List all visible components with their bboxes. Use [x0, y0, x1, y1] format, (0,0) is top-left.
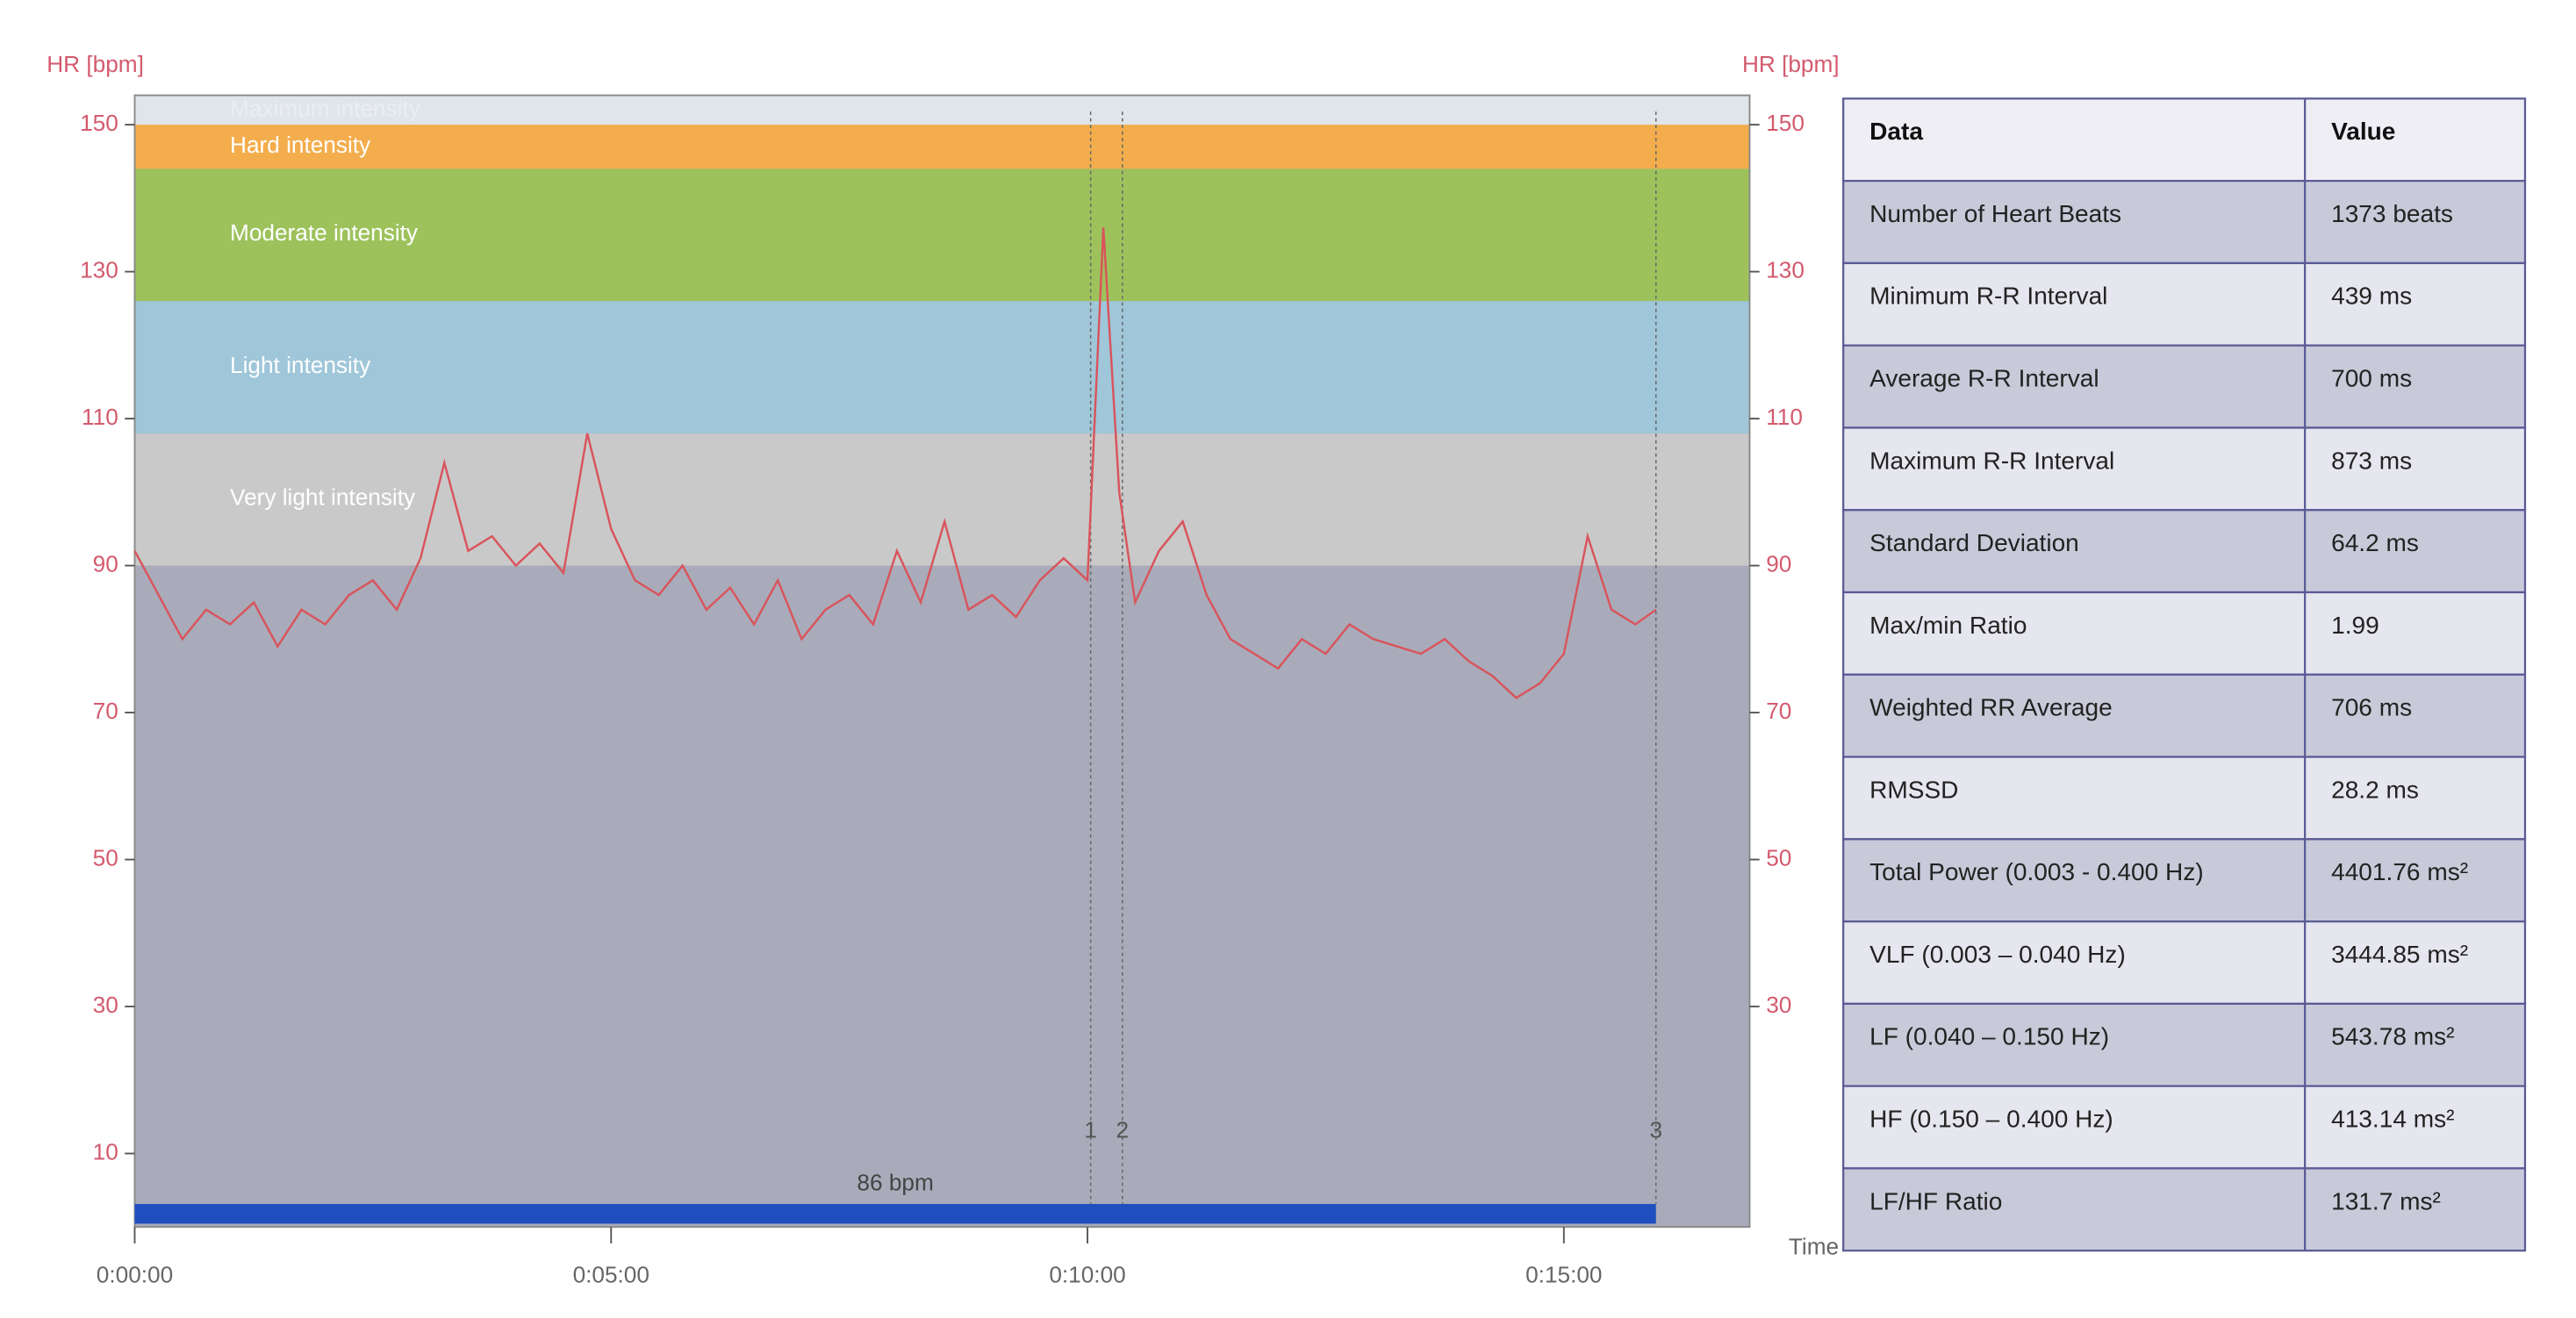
- summary-bar: [134, 1204, 1656, 1224]
- table-cell: Maximum R-R Interval: [1869, 447, 2114, 474]
- y2-tick-label: 70: [1766, 698, 1791, 724]
- table-cell: Weighted RR Average: [1869, 694, 2113, 721]
- table-cell: LF (0.040 – 0.150 Hz): [1869, 1023, 2109, 1050]
- table-row: [1842, 673, 2527, 758]
- y-tick-label: 30: [93, 992, 118, 1018]
- table-cell: 706 ms: [2331, 694, 2412, 721]
- zone: [134, 125, 1750, 169]
- table-row: [1842, 179, 2527, 265]
- y-tick-label: 90: [93, 550, 118, 577]
- table-row: [1842, 509, 2527, 594]
- y2-tick-label: 50: [1766, 844, 1791, 870]
- table-cell: 543.78 ms²: [2331, 1023, 2454, 1050]
- zone-label: Hard intensity: [230, 132, 371, 158]
- zone: [134, 95, 1750, 125]
- y2-axis-label: HR [bpm]: [1742, 51, 1840, 77]
- hr-line: [133, 227, 1657, 699]
- table-cell: Number of Heart Beats: [1869, 200, 2121, 227]
- table-cell: Max/min Ratio: [1869, 612, 2027, 639]
- table-cell: Minimum R-R Interval: [1869, 283, 2107, 310]
- x-tick-label: 0:00:00: [97, 1261, 173, 1287]
- y-tick-label: 10: [93, 1138, 118, 1164]
- table-cell: Standard Deviation: [1869, 529, 2079, 556]
- zone: [134, 301, 1750, 433]
- table-header-row: [1842, 97, 2527, 183]
- zone: [134, 433, 1750, 566]
- zone-label: Very light intensity: [230, 484, 416, 511]
- zone: [134, 168, 1750, 302]
- table-cell: 4401.76 ms²: [2331, 858, 2468, 885]
- table-header-cell: Data: [1869, 118, 1923, 145]
- table-row: [1842, 426, 2527, 512]
- x-tick-label: 0:15:00: [1525, 1261, 1602, 1287]
- y2-tick-label: 90: [1766, 550, 1791, 577]
- table-cell: 439 ms: [2331, 283, 2412, 310]
- table-cell: 1.99: [2331, 612, 2379, 639]
- table-cell: Total Power (0.003 - 0.400 Hz): [1869, 858, 2204, 885]
- table-row: [1842, 1167, 2527, 1252]
- table-cell: LF/HF Ratio: [1869, 1187, 2002, 1214]
- y-tick-label: 110: [82, 404, 118, 430]
- table-cell: 1373 beats: [2331, 200, 2453, 227]
- table-cell: RMSSD: [1869, 776, 1958, 803]
- marker-label: 1: [1084, 1117, 1097, 1143]
- x-tick-label: 0:05:00: [573, 1261, 649, 1287]
- table-row: [1842, 838, 2527, 923]
- y2-tick-label: 110: [1766, 404, 1803, 430]
- table-cell: VLF (0.003 – 0.040 Hz): [1869, 941, 2126, 968]
- table-row: [1842, 591, 2527, 676]
- table-cell: Average R-R Interval: [1869, 364, 2099, 391]
- y-tick-label: 130: [80, 257, 118, 283]
- y2-tick-label: 130: [1766, 257, 1805, 283]
- zone-label: Light intensity: [230, 352, 371, 378]
- zone-label: Moderate intensity: [230, 219, 419, 246]
- table-cell: 700 ms: [2331, 364, 2412, 391]
- table-cell: 3444.85 ms²: [2331, 941, 2468, 968]
- table-row: [1842, 1085, 2527, 1170]
- y-tick-label: 150: [80, 110, 118, 136]
- y-tick-label: 50: [93, 844, 118, 870]
- table-row: [1842, 344, 2527, 429]
- table-cell: 64.2 ms: [2331, 529, 2419, 556]
- marker-label: 2: [1116, 1117, 1130, 1143]
- summary-bar-label: 86 bpm: [857, 1170, 933, 1196]
- plot-frame: [133, 94, 1751, 1228]
- table-cell: 873 ms: [2331, 447, 2412, 474]
- zone-label: Maximum intensity: [230, 95, 421, 121]
- table-cell: 413.14 ms²: [2331, 1105, 2454, 1132]
- y-tick-label: 70: [93, 698, 118, 724]
- table-cell: 28.2 ms: [2331, 776, 2419, 803]
- y-axis-label: HR [bpm]: [47, 51, 144, 77]
- x-tick-label: 0:10:00: [1049, 1261, 1125, 1287]
- y2-tick-label: 150: [1766, 110, 1805, 136]
- table-cell: 131.7 ms²: [2331, 1187, 2441, 1214]
- table-row: [1842, 1002, 2527, 1087]
- x-axis-label: Time: [1789, 1234, 1839, 1260]
- marker-label: 3: [1649, 1117, 1662, 1143]
- table-header-cell: Value: [2331, 118, 2395, 145]
- y2-tick-label: 30: [1766, 992, 1791, 1018]
- table-cell: HF (0.150 – 0.400 Hz): [1869, 1105, 2113, 1132]
